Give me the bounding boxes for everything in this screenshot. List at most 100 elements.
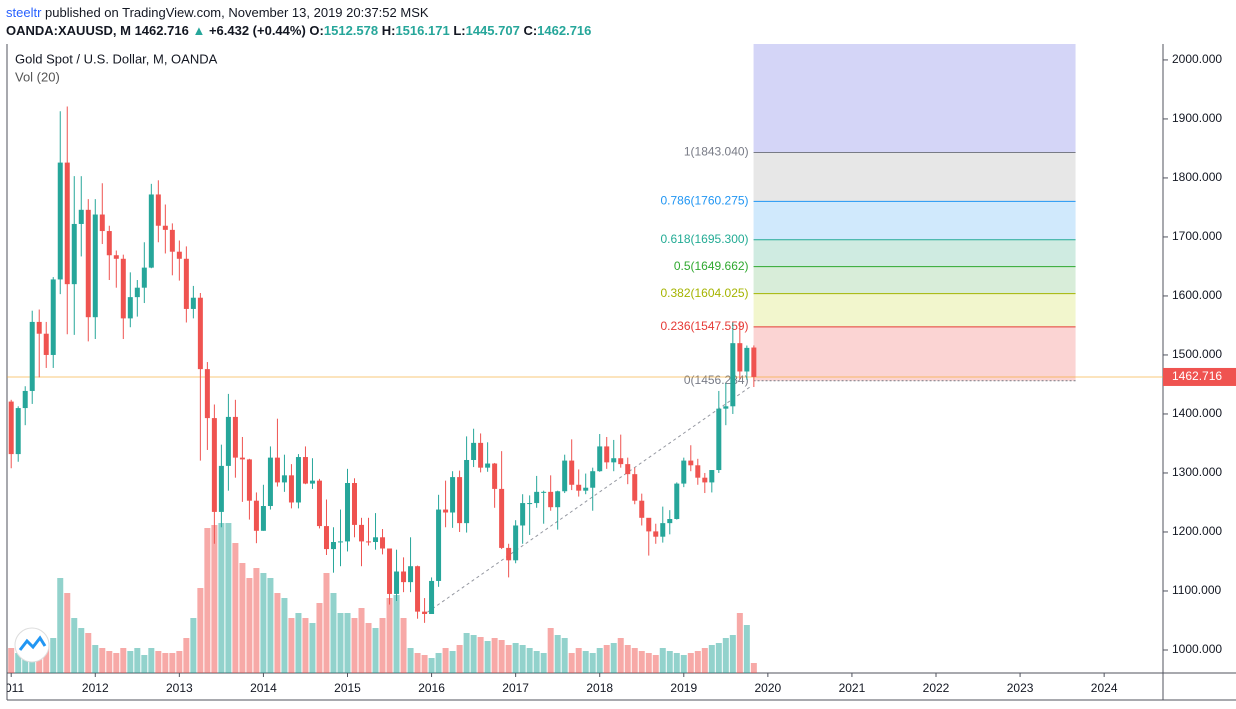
volume-bar (274, 593, 281, 673)
candle-body (295, 457, 301, 503)
candle-body (148, 194, 154, 268)
candle-body (218, 465, 224, 512)
volume-bar (568, 653, 575, 673)
candle-body (190, 297, 196, 309)
candle-body (260, 506, 266, 531)
fib-top-band (753, 44, 1076, 153)
volume-bar (29, 653, 36, 673)
volume-bar (694, 651, 701, 673)
candle-body (639, 500, 645, 518)
volume-bar (295, 613, 302, 673)
volume-bar (701, 648, 708, 673)
volume-bar (547, 628, 554, 673)
last-price-label: 1462.716 (1172, 369, 1222, 383)
volume-bar (743, 625, 750, 673)
volume-label: Vol (20) (15, 69, 60, 84)
candle-body (709, 470, 715, 483)
volume-bar (666, 651, 673, 673)
volume-bar (379, 618, 386, 673)
volume-bar (582, 651, 589, 673)
fib-label: 0.382(1604.025) (660, 286, 748, 300)
volume-bar (687, 653, 694, 673)
ohlc-value: 1462.716 (537, 23, 592, 38)
x-tick-label: 2014 (250, 681, 277, 695)
volume-bar (470, 635, 477, 673)
candle-body (646, 517, 652, 532)
volume-bar (183, 638, 190, 673)
volume-bar (169, 653, 176, 673)
volume-bar (337, 613, 344, 673)
candle-body (211, 418, 217, 512)
volume-bar (50, 638, 57, 673)
candle-body (183, 258, 189, 309)
tv-logo[interactable] (14, 627, 50, 663)
candle-body (401, 571, 407, 583)
volume-bar (631, 648, 638, 673)
volume-bar (344, 613, 351, 673)
candle-body (366, 541, 372, 543)
volume-bar (603, 645, 610, 673)
volume-bar (8, 648, 15, 673)
y-tick-label: 1500.000 (1172, 347, 1222, 361)
ohlc-label: C: (523, 23, 538, 38)
candle-body (569, 460, 575, 485)
volume-bar (400, 618, 407, 673)
volume-bar (589, 653, 596, 673)
candle-body (120, 258, 126, 319)
candle-body (751, 347, 757, 377)
candle-body (155, 194, 161, 226)
candle-body (744, 347, 750, 372)
candle-body (513, 525, 519, 561)
candle-body (232, 416, 238, 458)
candle-body (660, 523, 666, 537)
candle-body (239, 457, 245, 460)
volume-bar (78, 628, 85, 673)
volume-bar (624, 645, 631, 673)
candle-body (281, 475, 287, 483)
change: +6.432 (+0.44%) (208, 23, 306, 38)
y-tick-label: 1600.000 (1172, 288, 1222, 302)
volume-bar (421, 655, 428, 673)
fib-label: 0.618(1695.300) (660, 232, 748, 246)
volume-bar (533, 651, 540, 673)
x-tick-label: 2022 (923, 681, 950, 695)
y-tick-label: 1700.000 (1172, 229, 1222, 243)
candle-body (253, 500, 259, 531)
x-tick-label: 2019 (670, 681, 697, 695)
ohlc-l: L:1445.707 (453, 23, 520, 38)
volume-bar (442, 648, 449, 673)
fib-band (753, 152, 1076, 202)
x-tick-label: 2021 (839, 681, 866, 695)
volume-bar (596, 648, 603, 673)
candle-body (43, 333, 49, 355)
volume-bar (526, 648, 533, 673)
candle-body (380, 537, 386, 549)
x-tick-label: 2011 (0, 681, 24, 695)
candle-body (71, 223, 77, 285)
ohlc-label: O: (309, 23, 324, 38)
volume-bar (302, 618, 309, 673)
candle-body (106, 231, 112, 256)
candle-body (267, 457, 273, 507)
candle-body (457, 477, 463, 524)
last: 1462.716 (134, 23, 189, 38)
candle-body (534, 491, 540, 504)
ohlc-label: L: (453, 23, 466, 38)
volume-bar (15, 653, 22, 673)
volume-bar (617, 638, 624, 673)
candle-body (15, 408, 21, 455)
candle-body (730, 343, 736, 407)
published: published on TradingView.com, November 1… (45, 5, 429, 20)
volume-bar (197, 588, 204, 673)
last-price-box (1163, 367, 1236, 386)
candle-body (57, 162, 63, 280)
candle-body (330, 542, 336, 550)
volume-bar (512, 643, 519, 673)
volume-bar (309, 623, 316, 673)
volume-bar (218, 523, 225, 673)
arrow: ▲ (192, 23, 206, 38)
volume-bar (260, 573, 267, 673)
author[interactable]: steeltr (6, 5, 42, 20)
candle-body (737, 343, 743, 372)
